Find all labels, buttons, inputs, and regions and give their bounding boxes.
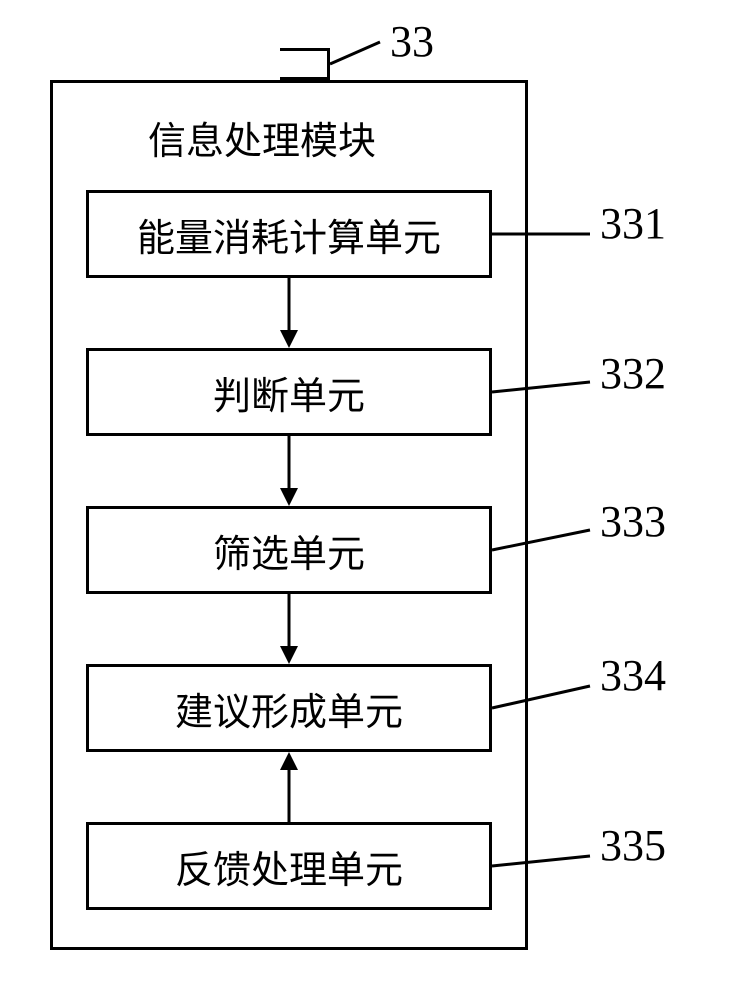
arrow-3 (280, 752, 298, 822)
arrows-layer (0, 0, 748, 1000)
arrow-1 (280, 436, 298, 506)
arrow-0 (280, 278, 298, 348)
arrow-2 (280, 594, 298, 664)
diagram-canvas: { "canvas": { "width": 748, "height": 10… (0, 0, 748, 1000)
